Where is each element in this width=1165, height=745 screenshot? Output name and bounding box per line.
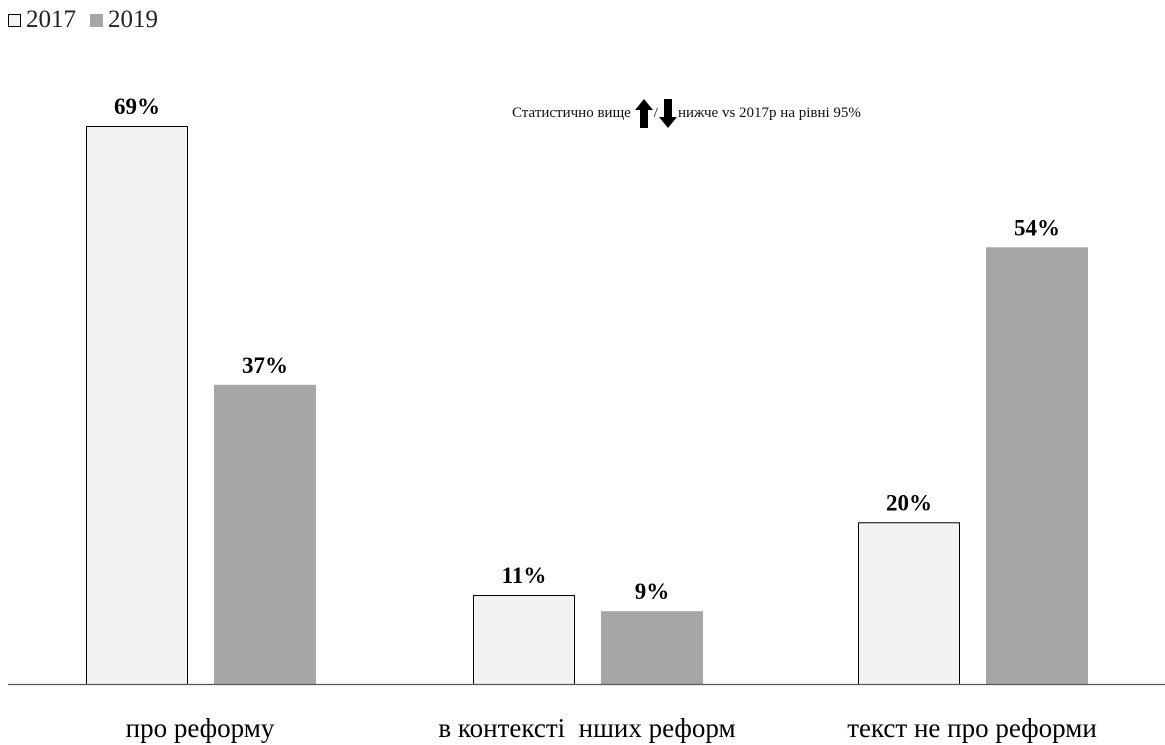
note-separator: / [653,105,658,121]
arrow-up-icon [634,99,653,128]
legend-item-2019: 2019 [90,6,158,34]
arrow-down-icon [658,99,677,128]
bar-2017-1 [473,595,575,685]
bar-2017-0 [86,126,188,685]
data-label-2017-0: 69% [114,94,160,119]
bar-2019-1 [601,611,703,686]
data-label-2017-1: 11% [502,563,547,588]
legend-label-2017: 2017 [26,6,76,33]
note-text-after: нижче vs 2017р на рівні 95% [677,105,861,121]
legend: 2017 2019 [8,6,172,34]
bar-2019-2 [986,247,1088,685]
legend-swatch-2017 [8,13,21,27]
category-label-2: текст не про реформи [847,713,1097,743]
bar-2017-2 [858,522,960,685]
data-label-2017-2: 20% [886,490,932,515]
data-label-2019-1: 9% [635,579,670,604]
data-label-2019-2: 54% [1014,215,1060,240]
significance-note: Статистично вище / нижче vs 2017р на рів… [512,99,861,128]
bar-2019-0 [214,384,316,685]
legend-label-2019: 2019 [108,6,158,33]
note-text-before: Статистично вище [512,105,631,121]
data-label-2019-0: 37% [242,353,288,378]
category-label-1: в контексті нших реформ [438,713,735,743]
category-label-0: про реформу [126,713,275,743]
legend-item-2017: 2017 [8,6,76,34]
legend-swatch-2019 [90,13,103,27]
